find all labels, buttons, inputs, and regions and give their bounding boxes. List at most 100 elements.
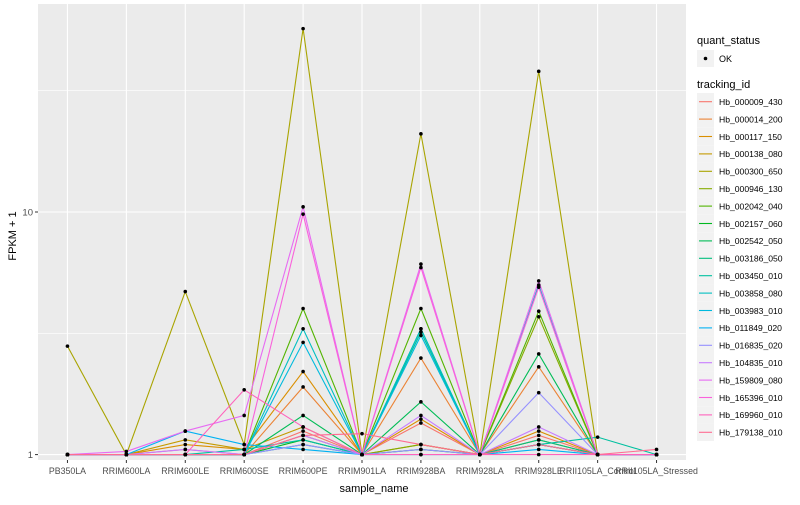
data-point (65, 452, 70, 457)
data-point (419, 442, 423, 447)
data-point (183, 442, 188, 447)
color-legend-label: Hb_000014_200 (719, 114, 783, 124)
color-legend-label: Hb_016835_020 (719, 341, 783, 351)
data-point (654, 452, 659, 457)
data-point (183, 429, 188, 433)
data-point (419, 327, 423, 331)
x-axis-label: sample_name (339, 483, 408, 495)
grid-lines (38, 4, 686, 460)
data-point (419, 400, 423, 404)
data-point (242, 447, 246, 452)
data-point (536, 390, 541, 395)
data-point (360, 431, 364, 436)
data-point (301, 433, 305, 438)
data-point (183, 289, 188, 294)
data-point (242, 387, 246, 392)
color-legend-label: Hb_000946_130 (719, 184, 783, 194)
color-legend-label: Hb_159809_080 (719, 375, 783, 385)
data-point (301, 26, 305, 31)
y-tick-label: 1 (28, 450, 33, 461)
x-axis: PB350LA RRIM600LA RRIM600LE RRIM600SE RRIM60… (49, 460, 698, 476)
data-point (301, 369, 305, 374)
data-point (419, 447, 423, 452)
data-point (419, 356, 423, 360)
y-axis: 1 10 (22, 207, 38, 461)
data-point (536, 433, 541, 438)
data-point (301, 438, 305, 442)
x-tick-label: RRIM901LA (338, 466, 386, 476)
data-point (183, 452, 188, 457)
shape-legend-dot (703, 56, 708, 61)
data-point (419, 452, 423, 457)
data-point (301, 413, 305, 418)
color-legend-label: Hb_165396_010 (719, 393, 783, 403)
color-legend-label: Hb_179138_010 (719, 428, 783, 438)
color-legend-label: Hb_003858_080 (719, 288, 783, 298)
color-legend-label: Hb_003983_010 (719, 306, 783, 316)
color-legend-label: Hb_000138_080 (719, 149, 783, 159)
data-point (419, 413, 423, 418)
data-point (301, 327, 305, 331)
color-legend-label: Hb_000009_430 (719, 97, 783, 107)
color-legend-label: Hb_169960_010 (719, 410, 783, 420)
data-point (301, 306, 305, 311)
data-point (536, 309, 541, 314)
data-point (536, 352, 541, 356)
data-point (536, 447, 541, 452)
data-point (536, 452, 541, 457)
color-legend-label: Hb_000117_150 (719, 132, 782, 142)
data-point (536, 314, 541, 319)
x-tick-label: PB350LA (49, 466, 86, 476)
data-point (301, 385, 305, 389)
color-legend-label: Hb_002542_050 (719, 236, 783, 246)
data-point (419, 265, 423, 270)
legend: quant_status tracking_id OK Hb_000009_430… (697, 35, 783, 441)
color-legend-label: Hb_003186_050 (719, 254, 783, 264)
data-point (301, 212, 305, 216)
data-points (65, 26, 659, 457)
shape-legend-label: OK (719, 54, 732, 64)
data-point (419, 132, 423, 136)
data-point (301, 447, 305, 452)
data-point (301, 340, 305, 345)
data-point (478, 452, 482, 457)
data-point (536, 279, 541, 283)
data-point (419, 306, 423, 311)
data-point (419, 417, 423, 421)
data-point (419, 330, 423, 334)
x-tick-label: RRIM600PE (279, 466, 328, 476)
data-point (536, 442, 541, 447)
data-point (595, 452, 600, 457)
x-tick-label: RRII105LA_Control (559, 466, 635, 476)
data-point (183, 447, 188, 452)
data-point (242, 452, 246, 457)
data-point (654, 447, 659, 452)
y-axis-label: FPKM + 1 (7, 211, 19, 260)
data-point (536, 429, 541, 433)
x-tick-label: RRIM928LE (515, 466, 563, 476)
data-point (419, 333, 423, 338)
data-point (124, 452, 129, 457)
x-tick-label: RRIM600LE (161, 466, 209, 476)
data-point (536, 69, 541, 74)
x-tick-label: RRIM928BA (396, 466, 445, 476)
data-point (242, 442, 246, 447)
shape-legend-title: quant_status (697, 35, 760, 47)
color-legend-label: Hb_000300_650 (719, 167, 783, 177)
color-legend-label: Hb_002157_060 (719, 219, 783, 229)
data-point (595, 435, 600, 439)
data-point (536, 285, 541, 289)
color-legend-label: Hb_002042_040 (719, 201, 783, 211)
data-point (65, 344, 70, 348)
data-point (536, 438, 541, 442)
x-tick-label: RRIM928LA (456, 466, 504, 476)
data-point (124, 449, 129, 454)
data-point (536, 365, 541, 369)
data-point (301, 425, 305, 429)
color-legend-title: tracking_id (697, 79, 750, 91)
data-point (242, 413, 246, 418)
data-point (419, 421, 423, 425)
x-tick-label: RRII105LA_Stressed (615, 466, 698, 476)
